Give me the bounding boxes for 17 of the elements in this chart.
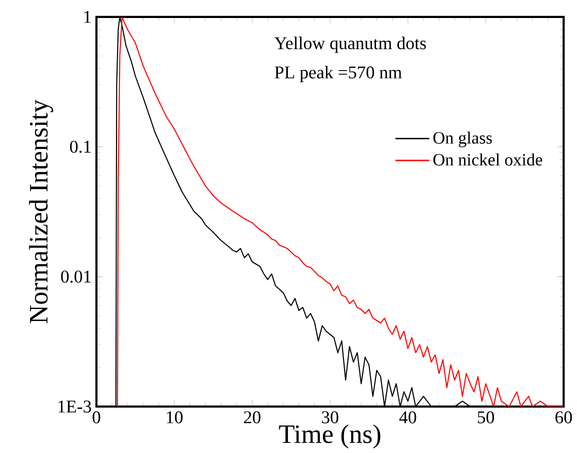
x-tick-label: 30 (322, 411, 338, 424)
y-tick-label: 0.1 (70, 140, 91, 153)
x-tick-label: 40 (399, 411, 416, 424)
x-tick-label: 60 (555, 411, 572, 424)
x-axis-title: Time (ns) (279, 424, 380, 449)
legend-label: On nickel oxide (433, 154, 542, 166)
y-tick-label: 1E-3 (58, 400, 92, 413)
annotation: PL peak =570 nm (274, 66, 402, 82)
x-tick-label: 50 (478, 411, 494, 424)
x-tick-label: 0 (92, 411, 100, 424)
annotation: Yellow quanutm dots (274, 36, 426, 53)
x-tick-label: 20 (244, 411, 260, 424)
legend-label: On glass (433, 132, 492, 148)
y-tick-label: 0.01 (61, 270, 91, 283)
x-tick-label: 10 (166, 411, 183, 424)
y-axis-title: Normalized Intensity (29, 100, 54, 324)
y-tick-label: 1 (84, 11, 91, 23)
